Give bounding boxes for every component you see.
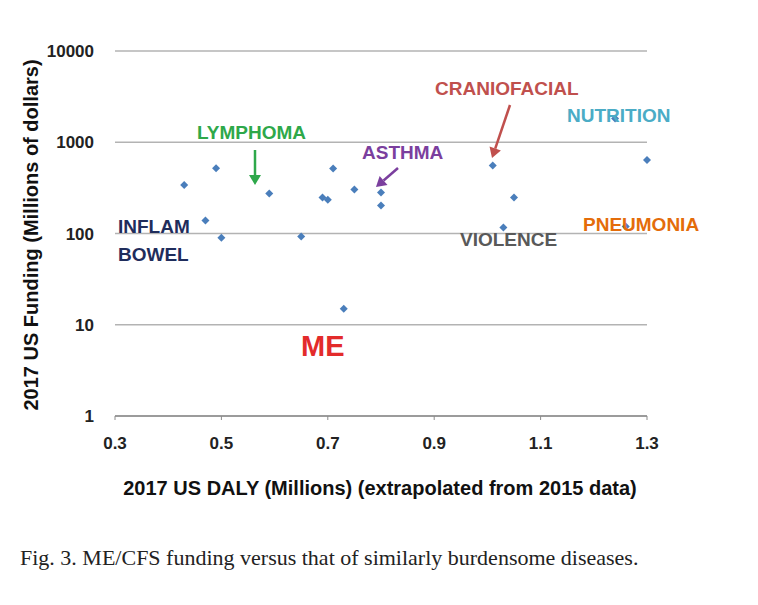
point [329, 165, 337, 173]
grid-line [115, 324, 647, 325]
x-tick [647, 416, 648, 420]
caption: Fig. 3. ME/CFS funding versus that of si… [20, 544, 740, 571]
annotation-line: INFLAM [118, 216, 195, 237]
point [180, 181, 188, 189]
x-tick-label: 1.3 [635, 434, 659, 453]
arrow-head [490, 147, 501, 158]
point [510, 194, 518, 202]
annotation: LYMPHOMA [197, 122, 306, 143]
grid-line [115, 50, 647, 51]
x-tick-label: 1.1 [529, 434, 553, 453]
annotation: PNEUMONIA [583, 214, 699, 235]
point [265, 190, 273, 198]
point [350, 186, 358, 194]
x-tick [115, 416, 116, 420]
y-tick-label: 100 [66, 225, 94, 244]
annotation: VIOLENCE [460, 229, 557, 250]
point [643, 156, 651, 164]
annotation-arrow [254, 150, 257, 175]
x-tick-label: 0.3 [103, 434, 127, 453]
point [377, 189, 385, 197]
annotation: CRANIOFACIAL [435, 78, 579, 99]
x-tick [327, 416, 328, 420]
point [489, 162, 497, 170]
arrow-head [249, 175, 261, 185]
x-tick-label: 0.5 [210, 434, 234, 453]
y-tick-label: 1000 [56, 133, 94, 152]
x-tick-label: 0.7 [316, 434, 340, 453]
annotation: INFLAM BOWEL [118, 216, 195, 265]
point [201, 216, 209, 224]
point [377, 201, 385, 209]
x-tick-label: 0.9 [422, 434, 446, 453]
x-tick [540, 416, 541, 420]
x-tick [221, 416, 222, 420]
points [180, 115, 651, 313]
x-axis-line [115, 415, 647, 416]
point [340, 305, 348, 313]
grid-line [115, 415, 647, 416]
y-tick-label: 1 [85, 407, 94, 426]
y-tick-label: 10 [75, 316, 94, 335]
chart: 1 10 100 1000 10000 0.3 0.5 0.7 0.9 1.1 1.3 2017 US… [0, 0, 758, 540]
arrow-head [376, 176, 387, 187]
x-axis-label: 2017 US DALY (Millions) (extrapolated fr… [123, 477, 637, 499]
x-tick [434, 416, 435, 420]
annotation: ME [301, 330, 345, 362]
annotation-line: BOWEL [118, 244, 189, 265]
annotation: NUTRITION [567, 105, 670, 126]
point [297, 232, 305, 240]
y-tick-label: 10000 [47, 42, 94, 61]
point [212, 164, 220, 172]
point [324, 196, 332, 204]
annotation: ASTHMA [362, 142, 444, 163]
point [217, 234, 225, 242]
annotation-arrow [495, 105, 510, 149]
y-axis-label: 2017 US Funding (Millions of dollars) [20, 59, 42, 410]
annotation-arrow [384, 168, 398, 180]
